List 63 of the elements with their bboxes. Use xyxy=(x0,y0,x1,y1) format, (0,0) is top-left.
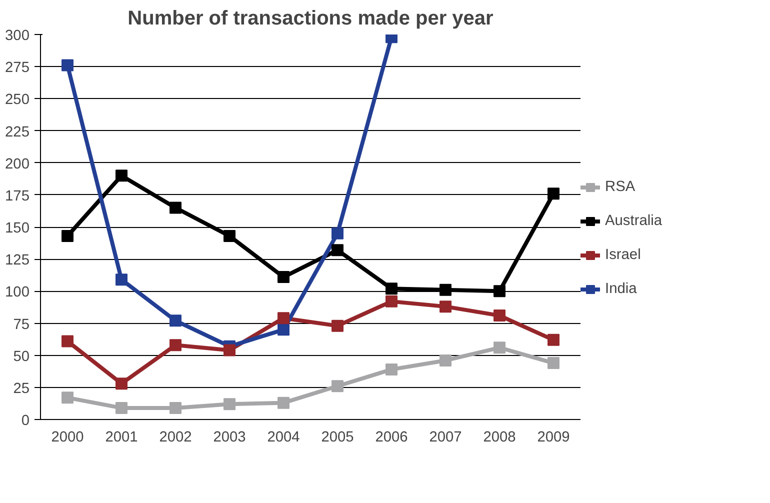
x-tick-label: 2000 xyxy=(51,430,84,446)
point xyxy=(116,378,128,390)
point xyxy=(386,282,398,295)
chart-title: Number of transactions made per year xyxy=(128,8,494,30)
y-tick-label: 300 xyxy=(5,28,30,44)
point xyxy=(62,230,74,242)
x-tick-label: 2008 xyxy=(483,430,516,446)
x-tick-label: 2006 xyxy=(375,430,408,446)
point xyxy=(62,59,74,72)
y-tick-label: 25 xyxy=(13,380,30,397)
point xyxy=(224,344,236,356)
point xyxy=(440,354,452,366)
point xyxy=(170,202,182,214)
point xyxy=(278,271,290,284)
y-tick-label: 75 xyxy=(13,316,30,333)
point xyxy=(116,402,128,414)
point xyxy=(170,339,182,352)
y-tick-label: 125 xyxy=(5,252,30,269)
y-tick-label: 50 xyxy=(13,348,30,365)
y-tick-label: 100 xyxy=(5,284,30,301)
y-tick-label: 150 xyxy=(5,220,30,236)
point xyxy=(224,230,236,242)
point xyxy=(386,295,398,308)
point xyxy=(116,274,128,286)
point xyxy=(494,310,506,322)
point xyxy=(332,227,344,240)
point xyxy=(170,314,182,327)
y-tick-label: 225 xyxy=(5,124,30,140)
x-tick-label: 2007 xyxy=(429,430,462,446)
point xyxy=(494,285,506,298)
point xyxy=(332,244,344,256)
point xyxy=(278,312,290,324)
point xyxy=(278,396,290,409)
point xyxy=(62,392,74,404)
point xyxy=(548,357,560,370)
point xyxy=(332,380,344,392)
legend-label: Israel xyxy=(605,247,642,263)
point xyxy=(62,335,74,348)
x-tick-label: 2005 xyxy=(321,430,354,446)
point xyxy=(494,342,506,354)
y-tick-label: 200 xyxy=(5,156,30,172)
legend-label: India xyxy=(605,281,638,297)
x-tick-label: 2001 xyxy=(105,430,138,446)
point xyxy=(278,324,290,336)
point xyxy=(224,398,236,410)
y-tick-label: 0 xyxy=(21,413,30,429)
point xyxy=(116,170,128,182)
legend-label: RSA xyxy=(605,179,636,195)
point xyxy=(386,363,398,376)
point xyxy=(548,334,560,346)
y-tick-label: 250 xyxy=(5,92,30,108)
point xyxy=(332,320,344,332)
y-tick-label: 275 xyxy=(5,60,30,76)
point xyxy=(548,188,560,200)
point xyxy=(170,402,182,414)
point xyxy=(440,284,452,296)
y-tick-label: 175 xyxy=(5,188,30,204)
x-tick-label: 2009 xyxy=(537,430,570,446)
point xyxy=(440,300,452,313)
x-tick-label: 2003 xyxy=(213,430,246,446)
x-tick-label: 2004 xyxy=(267,430,300,446)
legend-label: Australia xyxy=(605,213,664,229)
x-tick-label: 2002 xyxy=(159,430,192,446)
